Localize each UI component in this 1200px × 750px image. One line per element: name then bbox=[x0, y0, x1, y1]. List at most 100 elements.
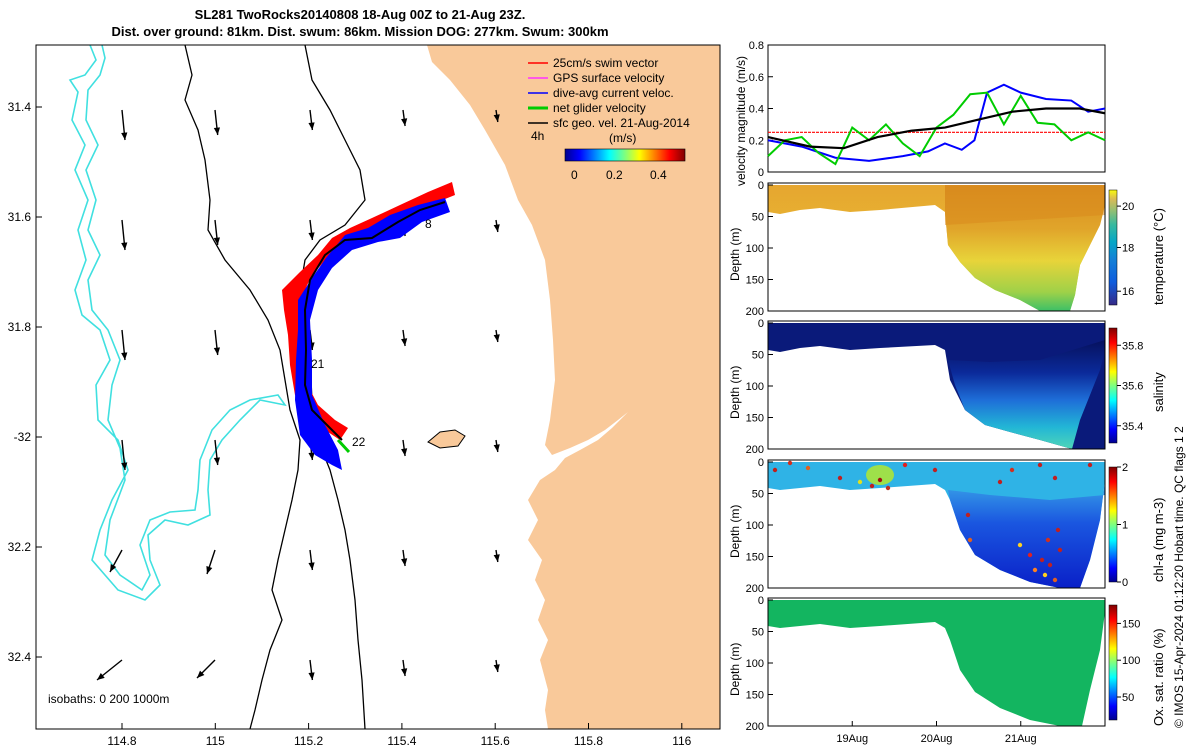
colorbar-tick-label: 0 bbox=[1122, 577, 1128, 589]
geo-vector-head bbox=[308, 562, 315, 570]
temperature-clabel: temperature (°C) bbox=[1151, 208, 1166, 305]
temperature-colorbar bbox=[1108, 189, 1118, 306]
chl-a-point bbox=[1039, 557, 1045, 563]
chl-a-point bbox=[932, 467, 938, 473]
date-tick-label: 19Aug bbox=[836, 733, 868, 745]
geo-vector-head bbox=[121, 462, 128, 470]
dive-avg-current-fill bbox=[295, 198, 450, 470]
depth-tick-label: 0 bbox=[758, 595, 764, 607]
chl-a-point bbox=[1032, 567, 1038, 573]
chl-a-clabel: chl-a (mg m-3) bbox=[1151, 497, 1166, 582]
colorbar-ticks: 16 18 20 35.4 35.6 35.8 0 1 2 50 100 150 bbox=[1117, 201, 1143, 704]
chl-a-high-points bbox=[772, 460, 1093, 583]
colorbar-tick-label: 35.6 bbox=[1122, 381, 1143, 393]
chl-a-point bbox=[1052, 475, 1058, 481]
geo-vector-head bbox=[213, 347, 221, 355]
colorbar-tick-label: 18 bbox=[1122, 243, 1134, 255]
legend-geo-label: sfc geo. vel. 21-Aug-2014 bbox=[553, 116, 690, 130]
salinity-frame bbox=[767, 320, 1106, 450]
lat-tick-label: 32.2 bbox=[8, 540, 32, 554]
chl-a-point bbox=[837, 475, 843, 481]
geo-vector-head bbox=[493, 334, 500, 342]
velocity-ytick-label: 0.6 bbox=[749, 72, 764, 84]
date-tick-label: 21Aug bbox=[1005, 733, 1037, 745]
depth-tick-label: 150 bbox=[746, 690, 764, 702]
geo-vector-head bbox=[110, 564, 117, 572]
geo-vector-head bbox=[308, 232, 315, 240]
isobath-1000m bbox=[184, 45, 301, 729]
depth-tick-label: 100 bbox=[746, 658, 764, 670]
depth-tick-label: 200 bbox=[746, 444, 764, 456]
depth-tick-label: 50 bbox=[752, 212, 764, 224]
colorbar-tick-label: 20 bbox=[1122, 201, 1134, 213]
geo-vector-head bbox=[493, 444, 500, 452]
depth-tick-label: 200 bbox=[746, 721, 764, 733]
chl-a-point bbox=[967, 537, 973, 543]
longitude-ticks: 114.8 115 115.2 115.4 115.6 115.8 116 bbox=[107, 723, 692, 748]
depth-tick-label: 50 bbox=[752, 627, 764, 639]
depth-tick-label: 150 bbox=[746, 552, 764, 564]
lon-tick-label: 115.2 bbox=[294, 734, 323, 748]
lon-tick-label: 114.8 bbox=[107, 734, 136, 748]
imos-stamp: © IMOS 15-Apr-2024 01:12:20 Hobart time.… bbox=[1172, 426, 1186, 728]
temperature-ylabel: Depth (m) bbox=[728, 227, 742, 281]
chl-a-ylabel: Depth (m) bbox=[728, 504, 742, 558]
day-label-22: 22 bbox=[352, 435, 366, 449]
velocity-series bbox=[767, 83, 1106, 166]
salinity-panel bbox=[767, 320, 1118, 450]
colorbar-tick-0: 0 bbox=[571, 168, 578, 182]
geo-vector-head bbox=[213, 127, 221, 135]
colorbar-tick-label: 100 bbox=[1122, 655, 1140, 667]
title-line-2: Dist. over ground: 81km. Dist. swum: 86k… bbox=[111, 24, 609, 39]
oxygen-panel bbox=[767, 597, 1118, 727]
depth-tick-label: 0 bbox=[758, 180, 764, 192]
colorbar-tick-label: 1 bbox=[1122, 520, 1128, 532]
oxygen-colorbar bbox=[1108, 604, 1118, 721]
depth-tick-label: 200 bbox=[746, 306, 764, 318]
geo-vector-head bbox=[308, 452, 315, 460]
geo-vector-head bbox=[308, 672, 315, 680]
title-line-1: SL281 TwoRocks20140808 18-Aug 00Z to 21-… bbox=[194, 7, 526, 22]
colorbar-unit: (m/s) bbox=[609, 131, 636, 145]
temperature-warm-top bbox=[945, 185, 1105, 225]
geo-vector-head bbox=[493, 554, 500, 562]
chl-a-frame bbox=[767, 459, 1106, 589]
chl-a-point bbox=[869, 483, 875, 489]
depth-ticks: 0501001502000501001502000501001502000501… bbox=[746, 180, 773, 733]
geo-vector-head bbox=[401, 338, 408, 346]
day-label-21: 21 bbox=[311, 357, 325, 371]
lat-tick-label: -32 bbox=[14, 430, 32, 444]
chl-a-point bbox=[805, 465, 811, 471]
depth-tick-label: 100 bbox=[746, 381, 764, 393]
chl-a-colorbar bbox=[1108, 466, 1118, 583]
depth-tick-label: 100 bbox=[746, 243, 764, 255]
map-frame bbox=[35, 44, 721, 730]
chl-a-point bbox=[772, 467, 778, 473]
depth-tick-label: 50 bbox=[752, 489, 764, 501]
chl-a-panel bbox=[767, 459, 1118, 589]
chl-a-point bbox=[1045, 537, 1051, 543]
geo-vector-head bbox=[401, 558, 408, 566]
colorbar-tick-label: 50 bbox=[1122, 692, 1134, 704]
geo-vector-head bbox=[121, 242, 128, 250]
velocity-ytick-label: 0.2 bbox=[749, 135, 764, 147]
colorbar-tick-label: 35.4 bbox=[1122, 421, 1143, 433]
oxygen-fill bbox=[768, 600, 1105, 726]
geo-vector-head bbox=[493, 224, 500, 232]
geo-vector-head bbox=[213, 237, 221, 245]
chl-a-point bbox=[1047, 562, 1053, 568]
depth-tick-label: 150 bbox=[746, 275, 764, 287]
velocity-ytick-label: 0.8 bbox=[749, 40, 764, 52]
chl-a-point bbox=[1042, 572, 1048, 578]
lat-tick-label: 31.6 bbox=[8, 210, 32, 224]
chl-a-point bbox=[1037, 462, 1043, 468]
chl-a-point bbox=[1057, 547, 1063, 553]
net-glider-velocity-mark bbox=[336, 438, 351, 454]
velocity-ytick-label: 0 bbox=[758, 167, 764, 179]
velocity-series-line bbox=[767, 107, 1106, 150]
geo-vector-head bbox=[206, 566, 213, 574]
chl-a-point bbox=[1009, 467, 1015, 473]
geo-vector-head bbox=[401, 448, 408, 456]
time-label: 4h bbox=[531, 129, 544, 143]
